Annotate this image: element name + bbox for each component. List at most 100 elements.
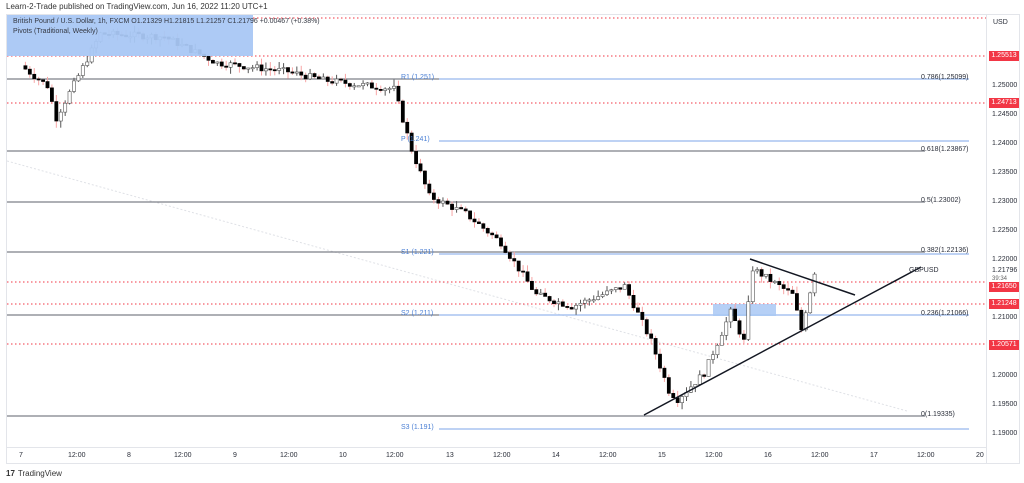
bullish-candle (72, 80, 76, 92)
bearish-candle (268, 68, 273, 71)
bearish-candle (330, 81, 335, 84)
currency-label: USD (993, 19, 1008, 26)
time-tick: 20 (976, 452, 984, 459)
bearish-candle (503, 245, 508, 253)
bearish-candle (543, 292, 548, 297)
bullish-candle (281, 67, 286, 70)
price-tick: 1.19500 (992, 401, 1018, 408)
bar-countdown: 39:34 (992, 276, 1008, 282)
tradingview-logo[interactable]: 17 TradingView (6, 469, 62, 478)
chart-plot-area[interactable]: British Pound / U.S. Dollar, 1h, FXCM O1… (7, 15, 986, 447)
price-tick: 1.25000 (992, 82, 1018, 89)
bearish-candle (299, 71, 304, 76)
bullish-candle (294, 71, 299, 74)
time-tick: 12:00 (917, 452, 935, 459)
bearish-candle (733, 308, 737, 322)
bearish-candle (32, 73, 37, 80)
price-tick: 1.23500 (992, 169, 1018, 176)
bearish-candle (560, 301, 565, 307)
tradingview-brand: TradingView (17, 469, 62, 478)
bearish-candle (27, 68, 32, 75)
chart-legend[interactable]: British Pound / U.S. Dollar, 1h, FXCM O1… (7, 15, 320, 56)
price-tick: 1.22000 (992, 256, 1018, 263)
indicator-name: Pivots (Traditional, Weekly) (13, 28, 98, 35)
time-tick: 8 (127, 452, 131, 459)
symbol-label: GBPUSD (909, 267, 939, 274)
current-price: 1.21796 (992, 267, 1018, 274)
time-tick: 12:00 (280, 452, 298, 459)
bearish-candle (423, 170, 427, 185)
time-tick: 17 (870, 452, 878, 459)
time-tick: 12:00 (493, 452, 511, 459)
ascending-trendline (643, 266, 922, 416)
bullish-candle (750, 270, 755, 302)
candlestick-chart (7, 17, 986, 430)
bullish-candle (264, 68, 268, 72)
bullish-candle (277, 68, 282, 71)
bearish-candle (799, 309, 804, 331)
bullish-candle (255, 64, 259, 68)
time-tick: 12:00 (705, 452, 723, 459)
bullish-candle (67, 91, 72, 104)
bearish-candle (436, 199, 441, 204)
price-tick: 1.24500 (992, 111, 1018, 118)
bearish-candle (50, 87, 54, 102)
bullish-candle (441, 200, 445, 204)
fib-level-label: 0.236(1.21066) (921, 310, 969, 317)
bullish-candle (680, 396, 684, 403)
bullish-candle (80, 65, 85, 76)
time-tick: 12:00 (599, 452, 617, 459)
time-axis[interactable]: 7 12:00 8 12:00 9 12:00 10 12:00 13 12:00 14 12:00 1… (7, 447, 986, 464)
bullish-candle (578, 302, 583, 306)
bullish-candle (334, 78, 339, 84)
bearish-candle (759, 269, 764, 277)
bearish-candle (317, 76, 321, 80)
bearish-candle (662, 367, 667, 378)
bearish-candle (23, 65, 28, 70)
bearish-candle (41, 79, 45, 82)
bullish-candle (609, 289, 614, 292)
time-tick: 16 (764, 452, 772, 459)
bearish-candle (374, 87, 379, 90)
bullish-candle (308, 73, 312, 80)
bullish-candle (356, 85, 361, 88)
fib-level-label: 0.618(1.23867) (921, 146, 969, 153)
bearish-candle (450, 203, 454, 210)
price-level-tag: 1.21248 (989, 299, 1019, 309)
bearish-candle (534, 289, 539, 295)
bullish-candle (600, 294, 605, 297)
bearish-candle (494, 234, 499, 239)
bullish-candle (352, 85, 357, 88)
bearish-candle (206, 56, 211, 61)
bullish-candle (215, 61, 220, 64)
bearish-candle (370, 82, 374, 89)
bearish-candle (468, 210, 472, 220)
time-tick: 12:00 (386, 452, 404, 459)
bullish-candle (383, 88, 388, 91)
bullish-candle (85, 61, 90, 66)
bullish-candle (365, 82, 370, 85)
bearish-candle (339, 78, 343, 81)
bearish-candle (547, 296, 552, 302)
pivot-level-label: R1 (1.251) (401, 74, 435, 81)
bullish-candle (622, 284, 627, 290)
bullish-candle (728, 308, 733, 323)
bullish-candle (387, 88, 392, 90)
bearish-candle (737, 320, 742, 335)
time-tick: 12:00 (174, 452, 192, 459)
price-tick: 1.24000 (992, 140, 1018, 147)
price-axis[interactable]: USD 1.25000 1.24500 1.24000 1.23500 1.23000 1… (986, 15, 1020, 463)
bullish-candle (755, 269, 760, 272)
bearish-candle (286, 67, 290, 73)
price-tick: 1.23000 (992, 198, 1018, 205)
bearish-candle (636, 307, 640, 313)
bearish-candle (431, 192, 436, 200)
bearish-candle (490, 232, 495, 236)
bearish-candle (644, 319, 649, 335)
bearish-candle (241, 66, 246, 70)
bearish-candle (303, 74, 308, 80)
bearish-candle (658, 353, 662, 369)
bearish-candle (414, 151, 418, 165)
bullish-candle (808, 292, 813, 314)
bearish-candle (627, 284, 631, 296)
